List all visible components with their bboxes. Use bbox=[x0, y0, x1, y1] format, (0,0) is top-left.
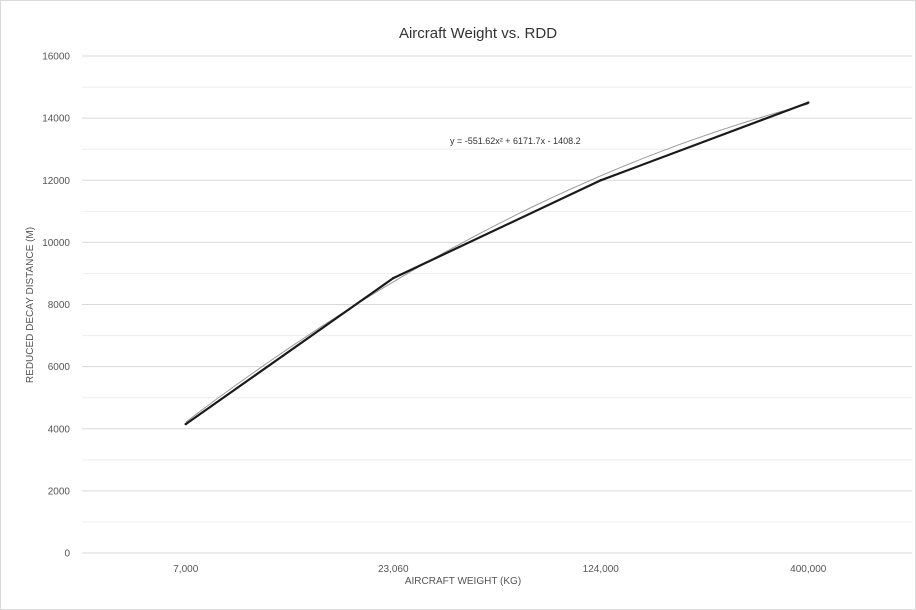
data-point bbox=[184, 422, 187, 426]
y-axis-label: REDUCED DECAY DISTANCE (M) bbox=[25, 227, 36, 383]
x-tick-label: 7,000 bbox=[173, 564, 198, 575]
y-tick-label: 0 bbox=[64, 549, 70, 560]
series-line bbox=[184, 101, 810, 426]
chart-title: Aircraft Weight vs. RDD bbox=[399, 25, 557, 42]
data-point bbox=[599, 179, 602, 182]
y-tick-label: 12000 bbox=[42, 176, 70, 187]
y-tick-label: 6000 bbox=[48, 362, 71, 373]
y-tick-labels: 0 2000 4000 6000 8000 10000 12000 14000 16000 bbox=[42, 52, 70, 560]
gridlines bbox=[82, 55, 912, 554]
x-axis-label: AIRCRAFT WEIGHT (KG) bbox=[405, 576, 521, 587]
x-tick-label: 124,000 bbox=[583, 564, 620, 575]
data-point bbox=[807, 101, 810, 104]
trendline bbox=[185, 103, 809, 423]
series-layer bbox=[184, 101, 810, 426]
y-tick-label: 2000 bbox=[48, 486, 71, 497]
trendline-equation: y = -551.62x² + 6171.7x - 1408.2 bbox=[450, 136, 581, 146]
y-tick-label: 14000 bbox=[42, 114, 70, 125]
data-point bbox=[392, 276, 395, 280]
y-tick-label: 4000 bbox=[48, 424, 71, 435]
x-tick-label: 23,060 bbox=[378, 564, 409, 575]
trendline-layer bbox=[185, 103, 809, 423]
x-tick-labels: 7,000 23,060 124,000 400,000 bbox=[173, 564, 827, 575]
y-tick-label: 16000 bbox=[42, 52, 70, 63]
x-tick-label: 400,000 bbox=[790, 564, 827, 575]
y-tick-label: 10000 bbox=[42, 238, 70, 249]
y-tick-label: 8000 bbox=[48, 300, 71, 311]
